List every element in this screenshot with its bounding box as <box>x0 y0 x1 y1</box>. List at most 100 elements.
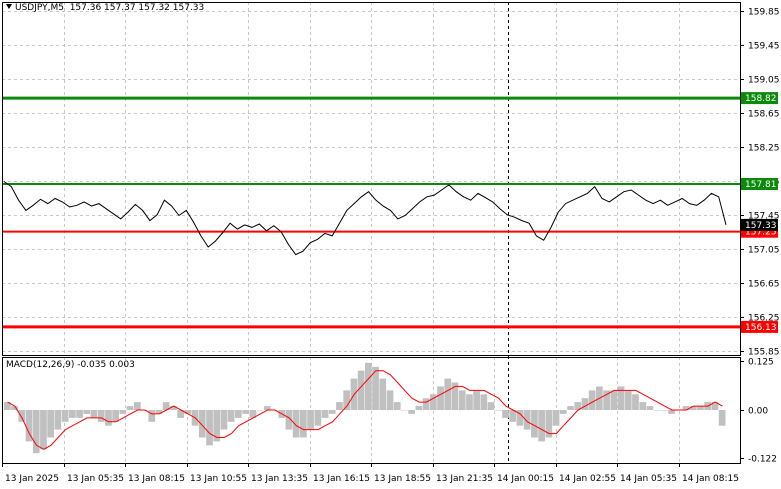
symbol-header[interactable]: USDJPY,M5 157.36 157.37 157.32 157.33 <box>6 3 204 13</box>
macd-histogram-bar <box>170 406 177 410</box>
macd-histogram-bar <box>11 406 18 410</box>
macd-histogram-bar <box>307 410 314 430</box>
macd-histogram-bar <box>422 398 430 410</box>
macd-histogram-bar <box>321 410 329 418</box>
macd-pane <box>4 362 726 454</box>
macd-histogram-bar <box>401 410 408 411</box>
macd-histogram-bar <box>458 390 466 410</box>
macd-histogram-bar <box>559 410 567 414</box>
time-tick-label: 13 Jan 18:55 <box>374 474 431 484</box>
macd-histogram-bar <box>444 378 452 410</box>
macd-histogram-bar <box>206 410 213 446</box>
macd-histogram-bar <box>466 394 473 410</box>
macd-histogram-bar <box>314 410 322 426</box>
macd-histogram-bar <box>480 394 488 410</box>
macd-histogram-bar <box>588 390 596 410</box>
macd-histogram-bar <box>639 402 647 410</box>
macd-histogram-bar <box>689 406 697 410</box>
macd-histogram-bar <box>718 410 726 426</box>
macd-histogram-bar <box>379 378 387 410</box>
level-lines <box>2 96 740 329</box>
macd-histogram-bar <box>372 366 379 410</box>
current-price-label: 157.33 <box>745 221 777 231</box>
macd-histogram-bar <box>263 406 271 410</box>
macd-histogram-bar <box>90 410 98 418</box>
macd-histogram-bar <box>574 402 582 410</box>
time-tick-label: 13 Jan 13:35 <box>251 474 308 484</box>
macd-header: MACD(12,26,9) -0.035 0.003 <box>6 360 135 370</box>
macd-histogram-bar <box>4 402 11 410</box>
macd-histogram-bar <box>552 410 560 426</box>
macd-histogram-bar <box>54 410 62 430</box>
macd-histogram-bar <box>711 402 719 410</box>
price-tick-label: 156.25 <box>748 314 780 324</box>
level-label-text: 156.13 <box>745 323 777 333</box>
macd-histogram-bar <box>697 406 704 410</box>
macd-histogram-bar <box>83 410 91 414</box>
macd-histogram-bar <box>624 390 632 410</box>
macd-histogram-bar <box>531 410 538 438</box>
macd-histogram-bar <box>365 362 372 410</box>
level-label-text: 157.25 <box>745 228 777 238</box>
macd-histogram-bar <box>198 410 206 438</box>
macd-histogram-bar <box>32 410 40 454</box>
macd-histogram-bar <box>668 410 675 414</box>
macd-histogram-bar <box>343 390 350 410</box>
macd-histogram-bar <box>610 390 618 410</box>
macd-histogram-bar <box>617 386 625 410</box>
macd-histogram-bar <box>155 410 163 414</box>
symbol-label: USDJPY,M5 <box>15 3 64 13</box>
macd-histogram-bar <box>437 386 444 410</box>
macd-histogram-bar <box>581 398 589 410</box>
time-tick-label: 13 Jan 10:55 <box>190 474 247 484</box>
price-tick-label: 159.85 <box>748 8 780 18</box>
time-tick-label: 14 Jan 05:35 <box>620 474 677 484</box>
macd-histogram-bar <box>603 390 610 410</box>
macd-histogram-bar <box>386 390 394 410</box>
time-tick-label: 13 Jan 08:15 <box>128 474 185 484</box>
price-tick-label: 159.05 <box>748 76 780 86</box>
price-tick-label: 158.65 <box>748 110 780 120</box>
time-axis: 13 Jan 2025 13 Jan 05:35 13 Jan 08:15 13 Ja… <box>2 463 739 484</box>
macd-histogram-bar <box>523 410 531 430</box>
macd-axis: 0.125 0.00 -0.122 <box>740 358 777 465</box>
macd-histogram-bar <box>47 410 54 438</box>
macd-histogram-bar <box>162 402 170 410</box>
macd-histogram-bar <box>242 410 249 414</box>
macd-histogram-bar <box>516 410 524 426</box>
macd-histogram-bar <box>632 394 639 410</box>
macd-signal-line <box>7 370 723 450</box>
macd-histogram-bar <box>661 410 668 411</box>
time-tick-label: 14 Jan 02:55 <box>559 474 616 484</box>
macd-histogram-bar <box>184 410 192 414</box>
macd-histogram-bar <box>76 410 83 418</box>
macd-histogram-bar <box>328 410 336 414</box>
level-labels: 158.82 157.81 157.25 156.13 157.33 <box>741 92 778 333</box>
macd-histogram-bar <box>105 410 112 426</box>
macd-histogram-bar <box>357 370 365 410</box>
price-tick-label: 155.85 <box>748 348 780 358</box>
macd-histogram-bar <box>285 410 293 430</box>
macd-histogram-bar <box>653 410 661 411</box>
macd-histogram-bar <box>682 406 690 410</box>
macd-histogram-bar <box>502 410 509 418</box>
macd-histogram-bar <box>473 390 480 410</box>
macd-histogram-bar <box>61 410 69 422</box>
level-label-text: 158.82 <box>745 94 777 104</box>
macd-histogram-bar <box>300 410 307 438</box>
macd-histogram-bar <box>545 410 553 438</box>
level-label-text: 157.81 <box>745 180 777 190</box>
time-tick-label: 13 Jan 2025 <box>5 474 59 484</box>
macd-tick-label: 0.125 <box>748 358 774 368</box>
macd-histogram-bar <box>220 410 228 430</box>
macd-histogram-bar <box>134 402 141 410</box>
macd-histogram-bar <box>235 410 242 418</box>
macd-histogram-bar <box>509 410 517 422</box>
macd-histogram-bar <box>25 410 33 442</box>
macd-histogram-bar <box>430 394 437 410</box>
price-tick-label: 156.65 <box>748 280 780 290</box>
time-tick-label: 13 Jan 21:35 <box>436 474 493 484</box>
dropdown-triangle-icon[interactable] <box>6 4 12 9</box>
macd-histogram-bar <box>249 410 257 418</box>
